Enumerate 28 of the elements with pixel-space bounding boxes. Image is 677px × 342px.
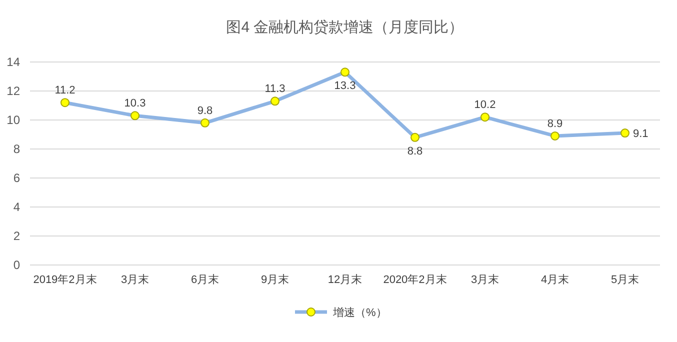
y-tick-label: 2 [13,229,20,243]
legend-label: 增速（%） [332,306,387,319]
data-label: 10.3 [124,98,146,110]
x-tick-label: 6月末 [190,273,220,286]
x-tick-label: 3月末 [120,273,150,286]
data-label: 9.8 [197,104,213,117]
y-tick-label: 10 [6,113,20,127]
x-tick-label: 3月末 [470,273,500,286]
x-tick-label: 5月末 [610,273,640,286]
y-tick-label: 6 [13,171,20,185]
data-label: 11.2 [54,84,76,97]
data-label: 8.8 [407,145,423,158]
data-label: 11.3 [264,83,286,96]
data-label: 10.2 [474,99,496,112]
chart-title: 图4 金融机构贷款增速（月度同比） [226,19,464,36]
x-tick-label: 2020年2月末 [383,273,447,286]
y-tick-label: 12 [6,84,20,98]
y-tick-label: 0 [13,258,20,272]
x-tick-label: 4月末 [540,273,570,286]
y-tick-label: 4 [13,200,20,214]
data-label: 13.3 [334,80,356,92]
x-tick-label: 12月末 [328,273,362,286]
x-tick-label: 9月末 [260,273,290,286]
x-tick-label: 2019年2月末 [33,273,97,286]
data-label: 9.1 [633,128,648,140]
y-tick-label: 14 [6,55,20,69]
data-label: 8.9 [547,118,563,130]
y-tick-label: 8 [13,142,20,156]
